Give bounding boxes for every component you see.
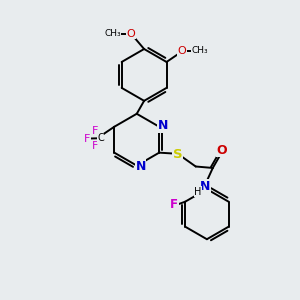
Text: CH₃: CH₃: [104, 29, 121, 38]
Text: F: F: [92, 141, 98, 151]
Text: H: H: [194, 187, 202, 196]
Text: O: O: [127, 29, 135, 39]
Text: O: O: [178, 46, 186, 56]
Text: N: N: [135, 160, 146, 173]
Text: O: O: [216, 144, 227, 157]
Text: N: N: [200, 180, 211, 193]
Text: CH₃: CH₃: [192, 46, 208, 55]
Text: F: F: [84, 134, 90, 143]
Text: C: C: [97, 133, 104, 143]
Text: F: F: [92, 126, 98, 136]
Text: F: F: [170, 198, 178, 211]
Text: S: S: [172, 148, 182, 160]
Text: N: N: [158, 119, 168, 132]
